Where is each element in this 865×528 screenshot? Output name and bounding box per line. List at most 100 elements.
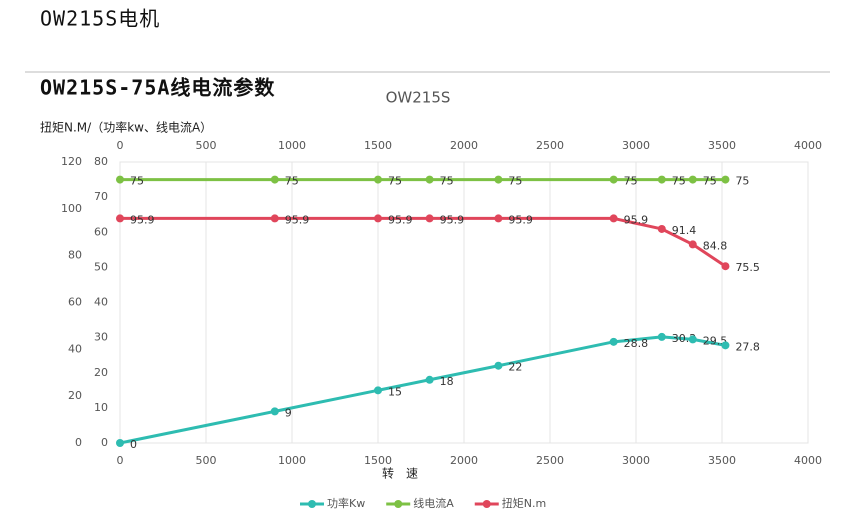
y-axis-title: 扭矩N.M/（功率kw、线电流A） <box>40 120 212 135</box>
series-line <box>119 335 726 445</box>
legend-label: 扭矩N.m <box>502 496 546 510</box>
data-label: 29.5 <box>703 334 728 347</box>
point <box>116 214 124 223</box>
point <box>116 439 124 447</box>
data-label: 75 <box>388 175 402 188</box>
point <box>425 375 434 384</box>
point <box>374 386 382 395</box>
point <box>688 175 697 184</box>
x-top-tick-label: 500 <box>196 139 217 152</box>
x-top-tick-label: 2500 <box>536 139 564 152</box>
y-tick-label: 120 <box>61 155 82 168</box>
x-top-tick-label: 1000 <box>278 139 306 152</box>
y2-tick-label: 40 <box>94 296 108 309</box>
x-top-tick-label: 4000 <box>794 139 822 152</box>
data-label: 75.5 <box>735 261 760 274</box>
data-label: 9 <box>285 406 292 419</box>
data-label: 75 <box>508 175 522 188</box>
data-label: 18 <box>440 375 454 388</box>
data-label: 75 <box>735 175 749 188</box>
point <box>721 262 730 271</box>
data-label: 95.9 <box>388 213 413 226</box>
y2-tick-label: 70 <box>94 190 108 203</box>
x-tick-label: 3500 <box>708 454 736 467</box>
point <box>721 341 730 350</box>
x-tick-label: 0 <box>117 454 124 467</box>
y2-tick-label: 30 <box>94 331 108 344</box>
x-tick-label: 500 <box>196 454 217 467</box>
data-label: 91.4 <box>672 224 697 237</box>
data-label: 95.9 <box>440 213 465 226</box>
y2-tick-label: 80 <box>94 155 108 168</box>
y2-tick-label: 50 <box>94 260 108 273</box>
x-tick-label: 4000 <box>794 454 822 467</box>
point <box>270 214 279 223</box>
point <box>609 175 618 184</box>
x-tick-label: 1000 <box>278 454 306 467</box>
data-label: 75 <box>672 175 686 188</box>
y-tick-label: 60 <box>68 296 82 309</box>
point <box>494 361 503 370</box>
x-tick-label: 1500 <box>364 454 392 467</box>
chart-title: OW215S <box>386 89 451 107</box>
x-top-tick-label: 2000 <box>450 139 478 152</box>
page-title: OW215S电机 <box>40 7 160 31</box>
point <box>609 337 618 346</box>
data-label: 22 <box>508 361 522 374</box>
point <box>609 214 618 223</box>
data-label: 0 <box>130 438 137 451</box>
point <box>657 224 666 233</box>
x-axis-title: 转 速 <box>382 466 418 481</box>
section-title: OW215S-75A线电流参数 <box>40 76 275 100</box>
point <box>270 407 279 416</box>
x-tick-label: 2000 <box>450 454 478 467</box>
point <box>116 175 124 184</box>
y2-tick-label: 10 <box>94 401 108 414</box>
y2-tick-label: 0 <box>101 436 108 449</box>
x-tick-label: 2500 <box>536 454 564 467</box>
legend-label: 线电流A <box>413 496 454 510</box>
y-tick-label: 40 <box>68 342 82 355</box>
data-label: 95.9 <box>130 213 155 226</box>
x-top-tick-label: 0 <box>117 139 124 152</box>
y-tick-label: 80 <box>68 249 82 262</box>
legend-marker <box>394 500 403 508</box>
point <box>425 175 434 184</box>
y-tick-label: 100 <box>61 202 82 215</box>
data-label: 15 <box>388 385 402 398</box>
point <box>721 175 730 184</box>
point <box>688 240 697 249</box>
point <box>688 335 697 344</box>
data-label: 75 <box>130 175 144 188</box>
x-tick-label: 3000 <box>622 454 650 467</box>
point <box>494 214 503 223</box>
y-tick-label: 0 <box>75 436 82 449</box>
legend-marker <box>482 500 491 508</box>
x-top-tick-label: 3000 <box>622 139 650 152</box>
data-label: 27.8 <box>735 340 760 353</box>
point <box>374 175 382 184</box>
data-label: 95.9 <box>285 213 310 226</box>
legend-label: 功率Kw <box>327 496 365 510</box>
point <box>657 332 666 341</box>
y-tick-label: 20 <box>68 389 82 402</box>
data-label: 75 <box>624 175 638 188</box>
y2-tick-label: 20 <box>94 366 108 379</box>
y2-tick-label: 60 <box>94 225 108 238</box>
data-label: 95.9 <box>624 213 649 226</box>
data-label: 28.8 <box>624 337 649 350</box>
point <box>494 175 503 184</box>
point <box>374 214 382 223</box>
point <box>270 175 279 184</box>
x-top-tick-label: 3500 <box>708 139 736 152</box>
x-top-tick-label: 1500 <box>364 139 392 152</box>
legend-marker <box>308 500 316 508</box>
point <box>425 214 434 223</box>
data-label: 75 <box>440 175 454 188</box>
data-label: 75 <box>703 175 717 188</box>
point <box>657 175 666 184</box>
data-label: 75 <box>285 175 299 188</box>
data-label: 84.8 <box>703 239 728 252</box>
data-label: 95.9 <box>508 213 533 226</box>
